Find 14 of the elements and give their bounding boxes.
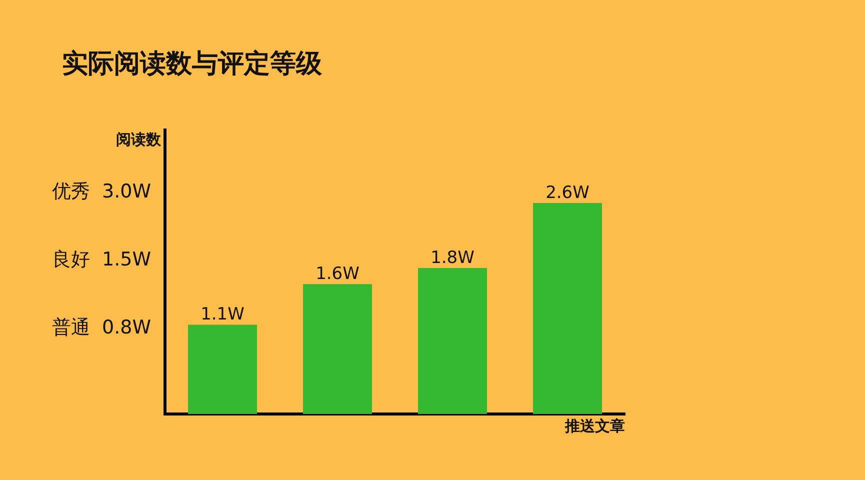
x-axis-title: 推送文章 <box>564 416 625 435</box>
data-label: 2.6W <box>546 182 590 203</box>
bar <box>533 203 602 414</box>
bar <box>418 268 487 414</box>
y-axis-title: 阅读数 <box>116 130 162 148</box>
text: 普通 0.8W <box>52 316 152 339</box>
text: 良好 1.5W <box>52 248 152 271</box>
bar <box>188 324 257 414</box>
bar <box>303 284 372 414</box>
text: 优秀 3.0W <box>52 180 152 202</box>
data-label: 1.1W <box>200 304 245 325</box>
chart-title: 实际阅读数与评定等级 <box>62 48 322 81</box>
data-label: 1.8W <box>430 248 475 268</box>
data-label: 1.6W <box>316 264 360 284</box>
